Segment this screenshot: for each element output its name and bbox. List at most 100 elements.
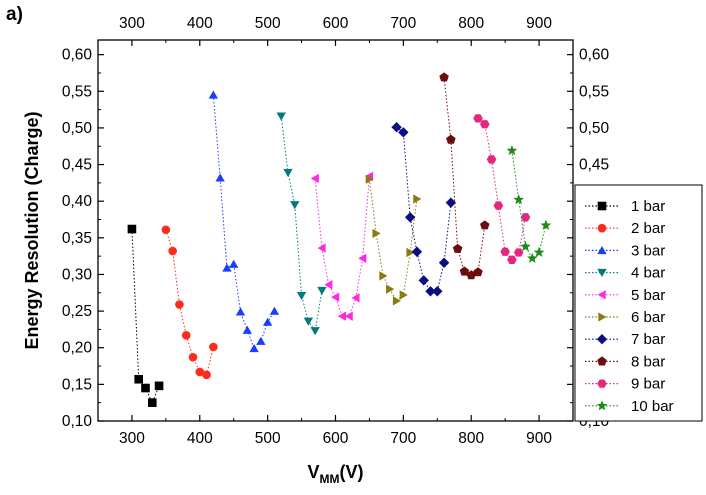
series-2-point — [168, 246, 177, 256]
legend-marker — [597, 246, 607, 255]
legend-label: 1 bar — [631, 198, 665, 215]
series-3-group — [208, 90, 280, 353]
series-5-point — [358, 253, 367, 264]
series-6-point — [372, 228, 381, 239]
x-tick-label-top: 500 — [255, 15, 281, 32]
series-2-point — [209, 342, 218, 352]
series-5-point — [337, 311, 346, 321]
series-9-point — [479, 120, 490, 129]
series-3-point — [208, 90, 219, 99]
series-7-point — [425, 286, 436, 297]
series-7-point — [398, 127, 409, 138]
series-5-group — [310, 171, 374, 321]
series-2-point — [181, 330, 191, 340]
series-9-point — [507, 255, 517, 264]
series-8-point — [459, 266, 470, 276]
series-8-line — [443, 77, 486, 276]
series-6-point — [413, 194, 422, 204]
series-4-point — [303, 317, 314, 326]
panel-label: a) — [6, 4, 23, 25]
series-9-line — [477, 118, 526, 261]
series-5-point — [310, 173, 319, 184]
legend-label: 9 bar — [631, 376, 665, 393]
x-tick-label-top: 800 — [458, 15, 484, 32]
y-tick-label-left: 0,55 — [62, 83, 92, 100]
x-tick-label-top: 900 — [526, 15, 552, 32]
series-2-group — [161, 225, 218, 380]
series-2-point — [195, 367, 205, 377]
series-10-point — [540, 219, 552, 230]
legend-marker — [596, 334, 608, 345]
series-3-point — [235, 307, 246, 316]
series-10-point — [533, 246, 545, 258]
series-4-point — [290, 201, 300, 210]
legend-label: 2 bar — [631, 220, 665, 237]
y-tick-label-right: 0,60 — [579, 47, 610, 64]
series-10-point — [506, 145, 518, 156]
series-4-point — [276, 112, 286, 121]
series-3-point — [215, 173, 225, 182]
series-9-point — [486, 155, 497, 164]
y-tick-label-left: 0,60 — [62, 47, 93, 64]
legend-label: 6 bar — [631, 309, 665, 326]
x-tick-label-bottom: 600 — [323, 430, 349, 447]
series-6-line — [368, 179, 418, 302]
y-tick-label-right: 0,45 — [579, 157, 609, 174]
series-7-point — [432, 286, 443, 297]
series-2-point — [202, 370, 211, 380]
series-10-line — [511, 150, 547, 260]
series-10-point — [513, 194, 525, 205]
y-tick-label-left: 0,10 — [62, 413, 93, 430]
series-1-point — [154, 381, 164, 391]
y-tick-label-left: 0,15 — [62, 376, 92, 393]
series-3-point — [256, 336, 266, 345]
y-tick-label-left: 0,25 — [62, 303, 92, 320]
series-7-point — [391, 121, 402, 133]
y-tick-label-left: 0,45 — [62, 157, 92, 174]
series-3-point — [222, 263, 232, 272]
series-8-point — [480, 220, 490, 230]
series-6-point — [406, 247, 415, 258]
legend-label: 8 bar — [631, 353, 665, 370]
series-8-point — [452, 243, 463, 253]
legend-marker — [597, 201, 607, 211]
series-6-point — [386, 284, 395, 294]
series-6-point — [365, 174, 374, 184]
x-tick-label-bottom: 800 — [458, 430, 484, 447]
series-5-point — [351, 293, 360, 303]
y-tick-label-left: 0,20 — [62, 340, 93, 357]
x-axis-title: VMM(V) — [307, 462, 363, 486]
y-tick-label-left: 0,40 — [62, 193, 93, 210]
series-8-point — [446, 134, 456, 144]
legend-marker — [597, 379, 607, 388]
series-3-point — [242, 325, 252, 334]
series-5-point — [324, 280, 333, 290]
series-7-point — [404, 212, 416, 223]
legend-marker — [597, 356, 607, 366]
series-2-line — [165, 229, 214, 376]
series-2-point — [175, 300, 184, 309]
series-4-point — [296, 292, 307, 301]
x-tick-label-bottom: 900 — [526, 430, 552, 447]
legend-box — [574, 184, 703, 422]
x-tick-label-top: 700 — [390, 15, 416, 32]
legend-label: 7 bar — [631, 331, 665, 348]
series-6-group — [365, 174, 422, 306]
series-4-point — [317, 286, 327, 295]
series-8-point — [473, 267, 483, 277]
series-1-point — [134, 374, 144, 384]
y-tick-label-left: 0,50 — [62, 120, 93, 137]
x-tick-label-bottom: 400 — [187, 430, 213, 447]
series-4-point — [310, 327, 320, 336]
series-7-point — [418, 275, 429, 286]
legend-label: 5 bar — [631, 287, 665, 304]
series-8-point — [466, 270, 476, 280]
series-2-point — [188, 352, 198, 362]
series-8-group — [439, 72, 490, 280]
series-6-point — [399, 290, 408, 300]
series-7-line — [396, 126, 452, 292]
series-2-point — [161, 225, 171, 235]
series-9-group — [473, 114, 531, 264]
series-10-group — [506, 145, 552, 263]
